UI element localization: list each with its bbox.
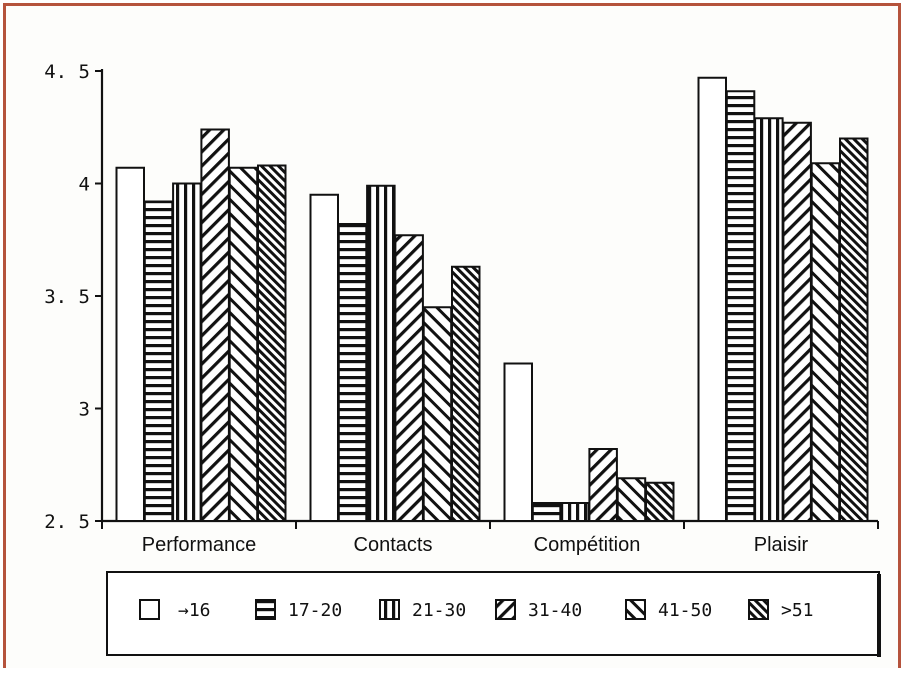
bar-1-4 [422, 306, 453, 522]
legend-swatch-4 [625, 599, 646, 620]
y-tick-label: 2. 5 [44, 511, 90, 533]
legend-swatch-5 [748, 599, 769, 620]
bar-3-1 [725, 90, 756, 522]
bar-0-0 [115, 166, 145, 522]
bar-3-3 [782, 121, 812, 522]
bar-2-3 [588, 448, 618, 522]
legend-swatch-0 [139, 599, 160, 620]
bar-0-2 [172, 182, 202, 522]
bar-3-5 [839, 137, 869, 522]
bar-2-1 [531, 502, 562, 522]
legend-label-0: →16 [178, 600, 211, 621]
bar-1-3 [394, 234, 424, 522]
category-label: Performance [142, 534, 257, 556]
bar-chart: 2. 5 3 3. 5 4 4. 5 Performance Contacts Compéti… [44, 61, 881, 657]
legend-label-4: 41-50 [658, 600, 712, 621]
bar-0-4 [228, 166, 259, 522]
category-label: Contacts [354, 534, 433, 556]
legend-label-1: 17-20 [288, 600, 342, 621]
y-tick-label: 3. 5 [44, 286, 90, 308]
bar-2-0 [503, 362, 533, 522]
bar-2-2 [560, 502, 590, 522]
category-label: Compétition [534, 534, 641, 556]
bar-0-3 [200, 128, 230, 522]
legend-swatch-3 [495, 599, 516, 620]
y-tick-label: 4 [79, 174, 90, 196]
y-tick-label: 4. 5 [44, 61, 90, 83]
bar-1-0 [309, 193, 339, 522]
bar-1-2 [366, 184, 396, 522]
category-label: Plaisir [754, 534, 809, 556]
bar-3-2 [754, 117, 784, 522]
bar-3-4 [810, 162, 841, 522]
bar-2-4 [616, 477, 647, 522]
legend: →16 17-20 21-30 31-40 41-50 >51 [106, 571, 881, 657]
bar-1-5 [451, 265, 481, 522]
bar-0-5 [257, 164, 287, 522]
bar-1-1 [337, 223, 368, 522]
y-tick-label: 3 [79, 399, 90, 421]
legend-label-2: 21-30 [412, 600, 466, 621]
bar-2-5 [645, 481, 675, 522]
legend-swatch-2 [379, 599, 400, 620]
bar-3-0 [697, 76, 727, 522]
chart-frame: 2. 5 3 3. 5 4 4. 5 Performance Contacts Compéti… [3, 3, 901, 668]
bars [115, 76, 869, 522]
bar-0-1 [143, 200, 174, 522]
legend-swatch-1 [255, 599, 276, 620]
legend-label-3: 31-40 [528, 600, 582, 621]
legend-label-5: >51 [781, 600, 814, 621]
